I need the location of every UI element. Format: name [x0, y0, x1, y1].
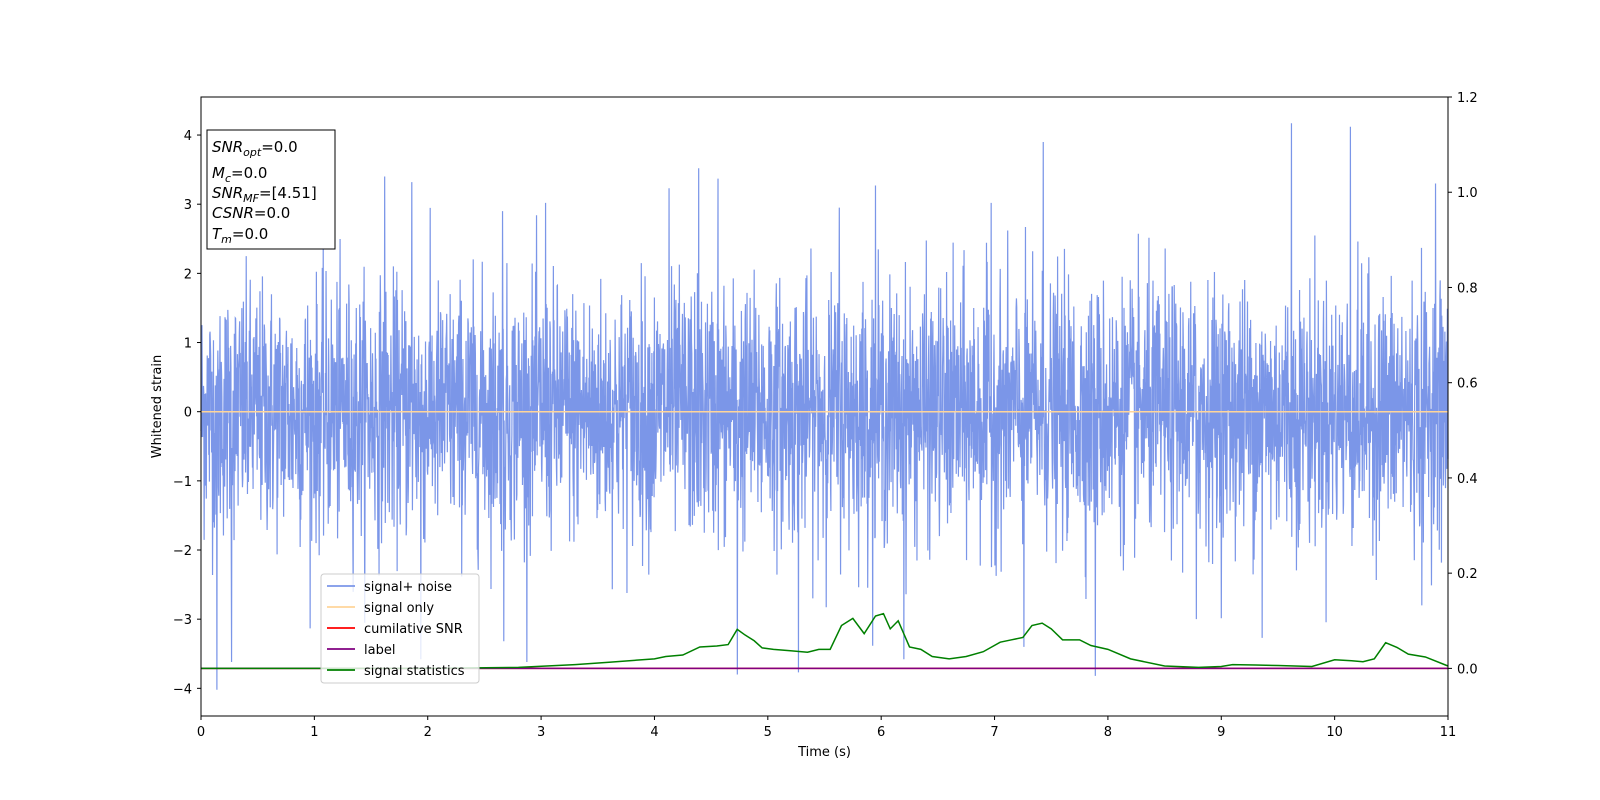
axes-frame: [200, 96, 1449, 717]
info-line: Tm=0.0: [212, 225, 268, 246]
legend-label: cumilative SNR: [364, 622, 463, 637]
y2-tick-label: 1.0: [1457, 186, 1478, 201]
info-line: CSNR=0.0: [212, 204, 290, 222]
x-tick-label: 3: [537, 725, 545, 740]
info-box-frame: [206, 129, 336, 250]
x-tick-label: 6: [877, 725, 885, 740]
y2-tick-label: 0.2: [1457, 567, 1478, 582]
legend: signal+ noise signal only cumilative SNR la…: [320, 573, 480, 684]
x-tick-label: 8: [1104, 725, 1112, 740]
y-tick-label: 2: [184, 267, 192, 282]
series-line-signal-noise: [200, 123, 1449, 690]
legend-label: signal only: [364, 601, 434, 616]
x-tick-label: 0: [197, 725, 205, 740]
series-line-signal-statistics: [201, 612, 1449, 670]
y2-tick-label: 1.2: [1457, 91, 1478, 106]
x-tick-label: 2: [424, 725, 432, 740]
legend-label: signal statistics: [364, 664, 465, 679]
y2-tick-label: 0.6: [1457, 377, 1478, 392]
x-tick-label: 10: [1326, 725, 1343, 740]
y2-tick-label: 0.8: [1457, 281, 1478, 296]
x-tick-label: 4: [650, 725, 658, 740]
y-tick-label: 1: [184, 337, 192, 352]
y2-tick-label: 0.4: [1457, 472, 1478, 487]
y-tick-label: 3: [184, 198, 192, 213]
info-line: SNRMF=[4.51]: [212, 184, 317, 205]
axis-ticks: 0 1 2 3 4 5 6 7 8 9 10 11 −4 −3 −2 −1 0 1 2 3 4 0.0 0.2 0.4 0.6 0…: [173, 91, 1478, 740]
y-tick-label: −3: [173, 613, 192, 628]
x-tick-label: 1: [310, 725, 318, 740]
legend-frame: [320, 573, 480, 684]
x-axis-label: Time (s): [797, 745, 851, 760]
y-tick-label: −4: [173, 682, 192, 697]
y-tick-label: −1: [173, 475, 192, 490]
y-tick-label: −2: [173, 544, 192, 559]
y-axis-label: Whitened strain: [150, 355, 165, 458]
info-line: Mc=0.0: [212, 164, 267, 185]
x-tick-label: 5: [764, 725, 772, 740]
x-tick-label: 11: [1440, 725, 1457, 740]
legend-label: signal+ noise: [364, 580, 452, 595]
x-tick-label: 9: [1217, 725, 1225, 740]
y-tick-label: 4: [184, 129, 192, 144]
info-line: SNRopt=0.0: [212, 138, 298, 159]
y2-tick-label: 0.0: [1457, 662, 1478, 677]
x-tick-label: 7: [990, 725, 998, 740]
legend-label: label: [364, 643, 395, 658]
y-tick-label: 0: [184, 406, 192, 421]
